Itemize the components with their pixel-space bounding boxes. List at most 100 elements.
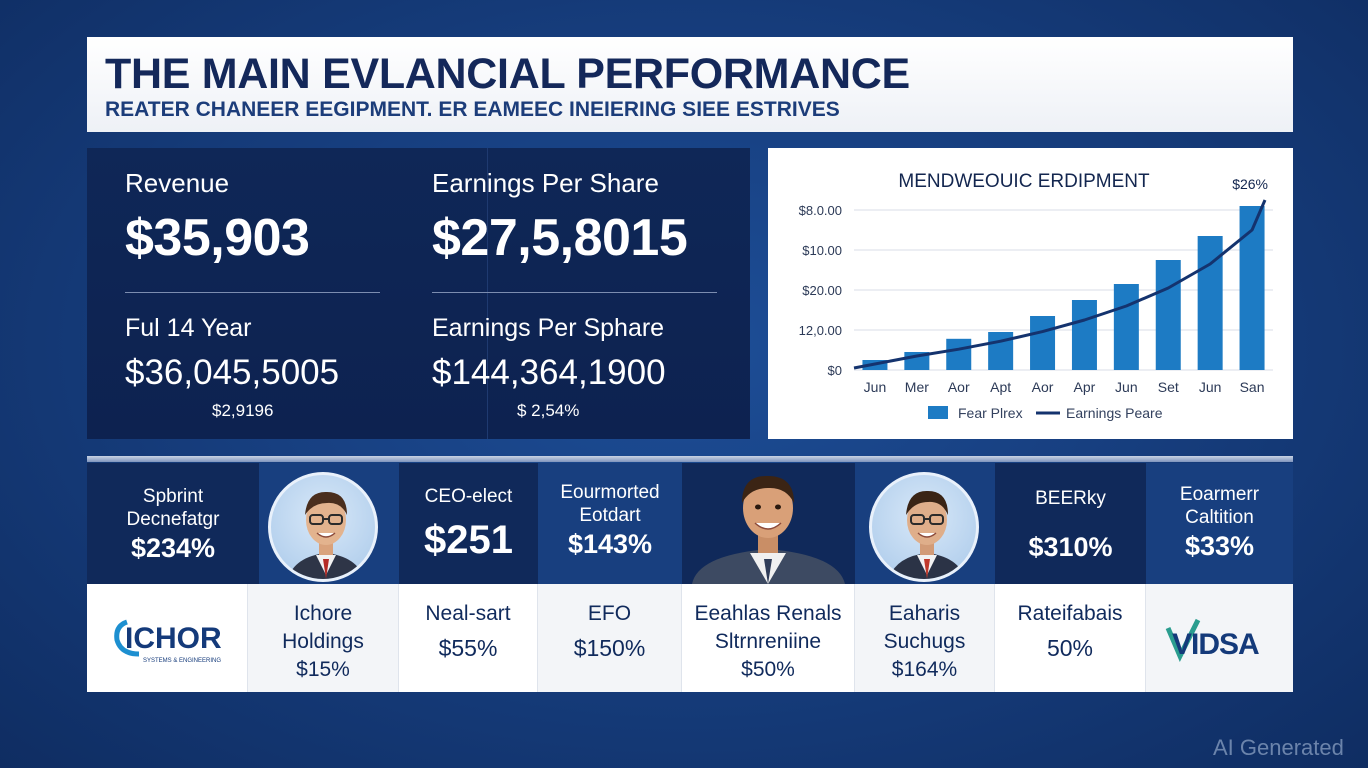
bar <box>946 338 972 370</box>
person-portrait-icon <box>888 490 966 579</box>
people-cell-7: BEERky $310% <box>995 463 1146 584</box>
chart-legend: Fear Plrex Earnings Peare <box>928 405 1163 421</box>
cell-line1: Eourmorted <box>560 482 660 503</box>
header-banner: THE MAIN EVLANCIAL PERFORMANCE REATER CH… <box>87 37 1293 132</box>
page-title: THE MAIN EVLANCIAL PERFORMANCE <box>105 50 910 98</box>
x-tick-label: Aor <box>1032 379 1054 395</box>
company-cell-3: Neal-sart $55% <box>399 584 538 692</box>
kpi-secondary-value: $36,045,5005 <box>125 353 340 392</box>
kpi-small-value: $2,9196 <box>212 401 274 420</box>
chart-annotation: $26% <box>1232 176 1268 192</box>
cell-line2: Eotdart <box>579 505 641 526</box>
earnings-line <box>853 199 1267 370</box>
company-cell-7: Rateifabais 50% <box>995 584 1146 692</box>
ai-generated-watermark: AI Generated <box>1213 735 1344 760</box>
y-tick-label: $0 <box>828 363 842 378</box>
legend-bar-label: Fear Plrex <box>958 405 1023 421</box>
ichor-logo-text: ICHOR <box>125 622 222 655</box>
chart-title: MENDWEOUIC ERDIPMENT <box>898 171 1150 192</box>
cell-line1: Eeahlas Renals <box>694 602 842 625</box>
people-cell-portrait-1 <box>259 463 399 584</box>
kpi-value: $27,5,8015 <box>432 209 688 267</box>
cell-line2: Sltrnreniine <box>714 630 822 653</box>
kpi-secondary-label: Ful 14 Year <box>125 314 252 342</box>
cell-value: $164% <box>891 658 958 681</box>
cell-line2: Decnefatgr <box>126 509 220 530</box>
x-tick-label: Jun <box>1115 379 1138 395</box>
bar <box>1030 316 1056 370</box>
x-tick-label: Apt <box>990 379 1011 395</box>
cell-value: $143% <box>567 529 653 559</box>
kpi-divider-rule <box>432 292 717 293</box>
cell-line2: Holdings <box>282 630 364 653</box>
cell-value: $55% <box>438 635 498 661</box>
avatar <box>869 472 979 582</box>
x-tick-label: Mer <box>905 379 929 395</box>
x-tick-label: Apr <box>1074 379 1096 395</box>
y-tick-label: $20.00 <box>802 283 842 298</box>
kpi-small-value: $ 2,54% <box>517 401 580 420</box>
people-cell-1: Spbrint Decnefatgr $234% <box>87 463 259 584</box>
cell-line1: Eoarmerr <box>1179 484 1260 505</box>
bar <box>1155 260 1181 370</box>
x-tick-label: Jun <box>1199 379 1222 395</box>
company-cell-5: Eeahlas Renals Sltrnreniine $50% <box>682 584 855 692</box>
bar <box>1071 300 1097 370</box>
company-row: ICHOR SYSTEMS & ENGINEERING Ichore Holdi… <box>87 584 1293 692</box>
cell-value: $251 <box>424 518 513 562</box>
y-tick-label: $10.00 <box>802 243 842 258</box>
cell-line2: Suchugs <box>883 630 966 653</box>
x-tick-label: Jun <box>864 379 887 395</box>
people-cell-4: Eourmorted Eotdart $143% <box>538 463 682 584</box>
people-cell-portrait-2 <box>682 463 855 584</box>
kpi-label: Revenue <box>125 168 230 198</box>
cell-value: $50% <box>741 658 795 681</box>
vidsa-logo-text: VIDSA <box>1172 628 1259 661</box>
revenue-kpi: Revenue $35,903 Ful 14 Year $36,045,5005… <box>125 148 380 439</box>
cell-line1: Rateifabais <box>1017 602 1123 625</box>
cell-line1: BEERky <box>1035 488 1106 509</box>
company-cell-2: Ichore Holdings $15% <box>248 584 399 692</box>
vidsa-logo-icon: VIDSA <box>1165 618 1260 662</box>
ichor-logo-icon: ICHOR SYSTEMS & ENGINEERING <box>114 619 222 664</box>
company-cell-6: Eaharis Suchugs $164% <box>855 584 995 692</box>
cell-value: 50% <box>1046 635 1094 661</box>
bar <box>1113 284 1139 370</box>
company-cell-4: EFO $150% <box>538 584 682 692</box>
kpi-column-divider <box>487 148 488 439</box>
cell-value: $310% <box>1028 532 1113 562</box>
cell-value: $33% <box>1184 531 1255 561</box>
x-tick-label: Aor <box>948 379 970 395</box>
cell-line2: Caltition <box>1185 507 1254 528</box>
kpi-value: $35,903 <box>125 209 310 267</box>
cell-value: $15% <box>296 658 350 681</box>
x-tick-label: Set <box>1158 379 1179 395</box>
cell-value: $150% <box>573 635 646 661</box>
cell-line1: CEO-elect <box>424 486 513 507</box>
eps-kpi: Earnings Per Share $27,5,8015 Earnings P… <box>432 148 717 439</box>
section-separator <box>87 456 1293 462</box>
person-portrait-icon <box>287 491 365 579</box>
kpi-secondary-value: $144,364,1900 <box>432 353 666 392</box>
kpi-secondary-label: Earnings Per Sphare <box>432 314 665 342</box>
cell-line1: Spbrint <box>142 486 204 507</box>
ichor-logo-tagline: SYSTEMS & ENGINEERING <box>143 658 221 664</box>
kpi-panel: Revenue $35,903 Ful 14 Year $36,045,5005… <box>87 148 750 439</box>
x-tick-label: San <box>1240 379 1265 395</box>
chart-panel: MENDWEOUIC ERDIPMENT $26% $0 12,0.00 $20.0… <box>768 148 1293 439</box>
legend-line-label: Earnings Peare <box>1066 405 1163 421</box>
people-row: Spbrint Decnefatgr $234% CEO-elect $251 <box>87 463 1293 584</box>
people-cell-3: CEO-elect $251 <box>399 463 538 584</box>
cell-line1: Ichore <box>293 602 353 625</box>
avatar <box>268 472 378 582</box>
cell-line1: EFO <box>587 602 632 625</box>
bar <box>1239 206 1265 370</box>
y-tick-label: 12,0.00 <box>799 323 842 338</box>
cell-line1: Eaharis <box>888 602 961 625</box>
people-cell-8: Eoarmerr Caltition $33% <box>1146 463 1293 584</box>
person-portrait-icon <box>692 475 845 584</box>
legend-bar-swatch <box>928 406 948 419</box>
y-tick-label: $8.0.00 <box>799 203 842 218</box>
page-subtitle: REATER CHANEER EEGIPMENT. ER EAMEEC INEI… <box>105 98 840 121</box>
ichor-logo: ICHOR SYSTEMS & ENGINEERING <box>87 584 248 692</box>
